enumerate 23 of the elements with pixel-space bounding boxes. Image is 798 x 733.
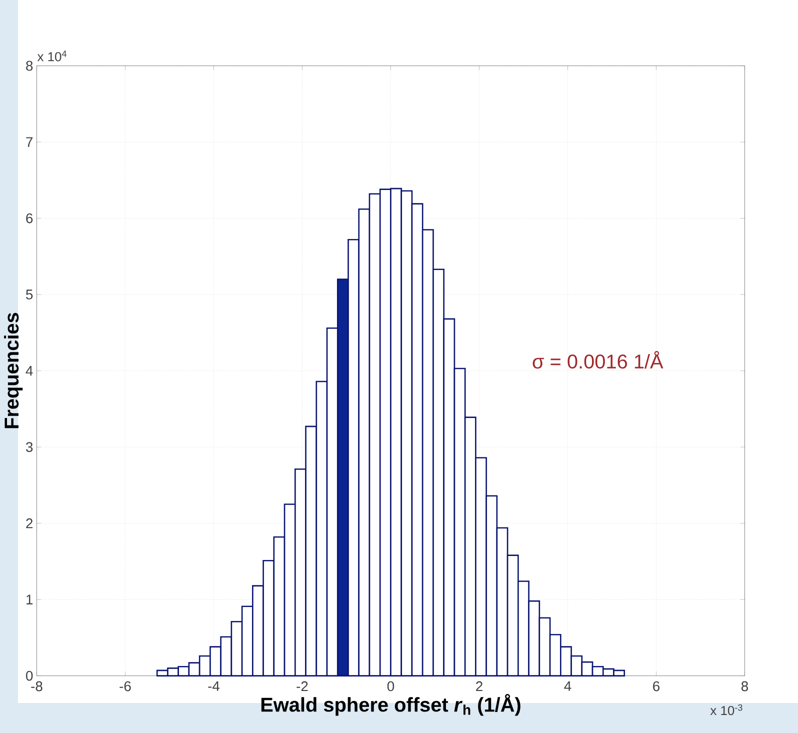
x-tick-label: -4 bbox=[208, 681, 220, 691]
y-tick-label: 7 bbox=[26, 137, 33, 147]
annotation: σ = 0.0016 1/Å bbox=[532, 351, 664, 369]
y-tick-label: 3 bbox=[26, 442, 33, 452]
text: x 10$^{4}$ bbox=[37, 50, 67, 62]
y-tick-label: 8 bbox=[26, 60, 33, 71]
y-tick-label: 0 bbox=[26, 670, 33, 681]
x-tick-label: 6 bbox=[653, 681, 660, 692]
x-tick-label: 0 bbox=[387, 681, 394, 692]
text: x 10$^{-3}$ bbox=[710, 704, 742, 716]
y-tick-label: 1 bbox=[26, 594, 33, 604]
x-axis-title: Ewald sphere offset r$_{h}$ (1/Å) bbox=[261, 694, 520, 716]
x-tick-label: 4 bbox=[564, 681, 572, 691]
x-tick-label: -8 bbox=[31, 681, 42, 692]
y-axis-title: Frequencies bbox=[4, 312, 23, 428]
y-tick-label: 4 bbox=[26, 366, 33, 376]
x-tick-label: -6 bbox=[120, 681, 131, 692]
x-tick-label: 8 bbox=[741, 681, 748, 692]
y-tick-label: 6 bbox=[26, 213, 33, 224]
y-tick-label: 2 bbox=[26, 518, 33, 528]
x-tick-label: -2 bbox=[296, 681, 308, 692]
y-tick-label: 5 bbox=[26, 290, 33, 300]
x-tick-label: 2 bbox=[476, 681, 482, 692]
